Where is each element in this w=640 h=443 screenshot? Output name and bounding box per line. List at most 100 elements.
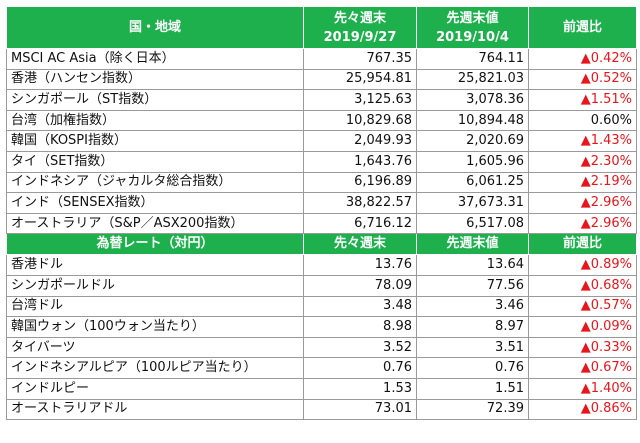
- row-prev-prev-week-value: 78.09: [303, 274, 417, 297]
- header-prev-week-label: 先週末値: [446, 10, 499, 26]
- row-name: 台湾ドル: [6, 295, 304, 318]
- row-name: シンガポールドル: [6, 274, 304, 297]
- row-prev-week-value: 6,061.25: [416, 171, 529, 194]
- row-prev-prev-week-value: 10,829.68: [303, 109, 417, 132]
- fx-header-title: 為替レート（対円）: [6, 233, 304, 256]
- table-row: インドネシアルピア（100ルピア当たり） 0.76 0.76 ▲0.67%: [6, 357, 637, 379]
- row-prev-prev-week-value: 767.35: [303, 48, 417, 70]
- row-prev-week-value: 37,673.31: [416, 192, 529, 214]
- row-prev-week-value: 8.97: [416, 316, 529, 338]
- row-change-value: ▲0.09%: [528, 316, 637, 338]
- row-prev-week-value: 10,894.48: [416, 109, 529, 132]
- row-prev-week-value: 0.76: [416, 357, 529, 379]
- row-prev-week-value: 3,078.36: [416, 89, 529, 111]
- row-prev-week-value: 3.46: [416, 295, 529, 318]
- table-row: MSCI AC Asia（除く日本） 767.35 764.11 ▲0.42%: [6, 48, 637, 70]
- row-prev-prev-week-value: 1.53: [303, 377, 417, 400]
- row-prev-prev-week-value: 6,196.89: [303, 171, 417, 194]
- row-change-value: ▲0.86%: [528, 398, 637, 421]
- row-prev-prev-week-value: 3.52: [303, 336, 417, 359]
- row-name: インドネシアルピア（100ルピア当たり）: [6, 357, 304, 379]
- row-prev-week-value: 25,821.03: [416, 68, 529, 91]
- table-row: 香港ドル 13.76 13.64 ▲0.89%: [6, 254, 637, 276]
- row-change-value: ▲0.57%: [528, 295, 637, 318]
- header-region: 国・地域: [6, 6, 304, 49]
- row-name: MSCI AC Asia（除く日本）: [6, 48, 304, 70]
- row-prev-prev-week-value: 38,822.57: [303, 192, 417, 214]
- row-change-value: ▲0.67%: [528, 357, 637, 379]
- row-name: オーストラリア（S&P／ASX200指数）: [6, 212, 304, 235]
- header-prev-week: 先週末値 2019/10/4: [416, 6, 529, 49]
- row-prev-prev-week-value: 25,954.81: [303, 68, 417, 91]
- row-prev-week-value: 13.64: [416, 254, 529, 276]
- table-row: シンガポール（ST指数） 3,125.63 3,078.36 ▲1.51%: [6, 89, 637, 111]
- row-name: タイ（SET指数）: [6, 150, 304, 173]
- row-change-value: ▲0.33%: [528, 336, 637, 359]
- fx-header-prev-prev-week: 先々週末: [303, 233, 417, 256]
- row-prev-prev-week-value: 73.01: [303, 398, 417, 421]
- row-name: 韓国（KOSPI指数）: [6, 130, 304, 152]
- row-prev-week-value: 72.39: [416, 398, 529, 421]
- stock-header-row: 国・地域 先々週末 2019/9/27 先週末値 2019/10/4 前週比: [6, 6, 637, 49]
- table-row: タイ（SET指数） 1,643.76 1,605.96 ▲2.30%: [6, 150, 637, 173]
- header-prev-prev-week: 先々週末 2019/9/27: [303, 6, 417, 49]
- table-row: 香港（ハンセン指数） 25,954.81 25,821.03 ▲0.52%: [6, 68, 637, 91]
- row-prev-week-value: 764.11: [416, 48, 529, 70]
- row-change-value: ▲2.19%: [528, 171, 637, 194]
- row-change-value: ▲1.43%: [528, 130, 637, 152]
- row-prev-prev-week-value: 3.48: [303, 295, 417, 318]
- row-change-value: ▲0.68%: [528, 274, 637, 297]
- table-row: オーストラリアドル 73.01 72.39 ▲0.86%: [6, 398, 637, 421]
- row-prev-prev-week-value: 8.98: [303, 316, 417, 338]
- table-row: インドネシア（ジャカルタ総合指数） 6,196.89 6,061.25 ▲2.19%: [6, 171, 637, 194]
- fx-header-prev-week: 先週末値: [416, 233, 529, 256]
- row-prev-week-value: 77.56: [416, 274, 529, 297]
- fx-header-row: 為替レート（対円） 先々週末 先週末値 前週比: [6, 233, 637, 256]
- row-name: 台湾（加権指数）: [6, 109, 304, 132]
- market-table: 国・地域 先々週末 2019/9/27 先週末値 2019/10/4 前週比 MSC…: [6, 6, 637, 421]
- fx-header-change: 前週比: [528, 233, 637, 256]
- table-row: オーストラリア（S&P／ASX200指数） 6,716.12 6,517.08 ▲2.…: [6, 212, 637, 235]
- table-row: インド（SENSEX指数） 38,822.57 37,673.31 ▲2.96%: [6, 192, 637, 214]
- row-name: インドルピー: [6, 377, 304, 400]
- row-prev-week-value: 1,605.96: [416, 150, 529, 173]
- row-prev-prev-week-value: 0.76: [303, 357, 417, 379]
- row-prev-week-value: 3.51: [416, 336, 529, 359]
- row-name: オーストラリアドル: [6, 398, 304, 421]
- row-name: 香港ドル: [6, 254, 304, 276]
- row-change-value: ▲0.89%: [528, 254, 637, 276]
- row-change-value: ▲2.30%: [528, 150, 637, 173]
- header-prev-week-date: 2019/10/4: [436, 29, 509, 45]
- header-change: 前週比: [528, 6, 637, 49]
- row-prev-prev-week-value: 2,049.93: [303, 130, 417, 152]
- header-prev-prev-week-date: 2019/9/27: [323, 29, 397, 45]
- row-prev-week-value: 6,517.08: [416, 212, 529, 235]
- table-row: シンガポールドル 78.09 77.56 ▲0.68%: [6, 274, 637, 297]
- row-prev-week-value: 2,020.69: [416, 130, 529, 152]
- row-name: シンガポール（ST指数）: [6, 89, 304, 111]
- table-row: 韓国（KOSPI指数） 2,049.93 2,020.69 ▲1.43%: [6, 130, 637, 152]
- row-prev-prev-week-value: 13.76: [303, 254, 417, 276]
- row-change-value: ▲1.51%: [528, 89, 637, 111]
- row-change-value: ▲2.96%: [528, 192, 637, 214]
- row-prev-prev-week-value: 1,643.76: [303, 150, 417, 173]
- row-prev-prev-week-value: 3,125.63: [303, 89, 417, 111]
- row-prev-week-value: 1.51: [416, 377, 529, 400]
- market-table-body: 国・地域 先々週末 2019/9/27 先週末値 2019/10/4 前週比 MSC…: [6, 6, 637, 421]
- row-name: インド（SENSEX指数）: [6, 192, 304, 214]
- row-prev-prev-week-value: 6,716.12: [303, 212, 417, 235]
- row-name: タイバーツ: [6, 336, 304, 359]
- header-prev-prev-week-label: 先々週末: [333, 10, 386, 26]
- table-row: インドルピー 1.53 1.51 ▲1.40%: [6, 377, 637, 400]
- row-name: インドネシア（ジャカルタ総合指数）: [6, 171, 304, 194]
- table-row: 韓国ウォン（100ウォン当たり） 8.98 8.97 ▲0.09%: [6, 316, 637, 338]
- row-change-value: ▲0.52%: [528, 68, 637, 91]
- table-row: 台湾（加権指数） 10,829.68 10,894.48 0.60%: [6, 109, 637, 132]
- row-name: 香港（ハンセン指数）: [6, 68, 304, 91]
- row-change-value: 0.60%: [528, 109, 637, 132]
- row-name: 韓国ウォン（100ウォン当たり）: [6, 316, 304, 338]
- row-change-value: ▲2.96%: [528, 212, 637, 235]
- table-row: 台湾ドル 3.48 3.46 ▲0.57%: [6, 295, 637, 318]
- table-row: タイバーツ 3.52 3.51 ▲0.33%: [6, 336, 637, 359]
- row-change-value: ▲0.42%: [528, 48, 637, 70]
